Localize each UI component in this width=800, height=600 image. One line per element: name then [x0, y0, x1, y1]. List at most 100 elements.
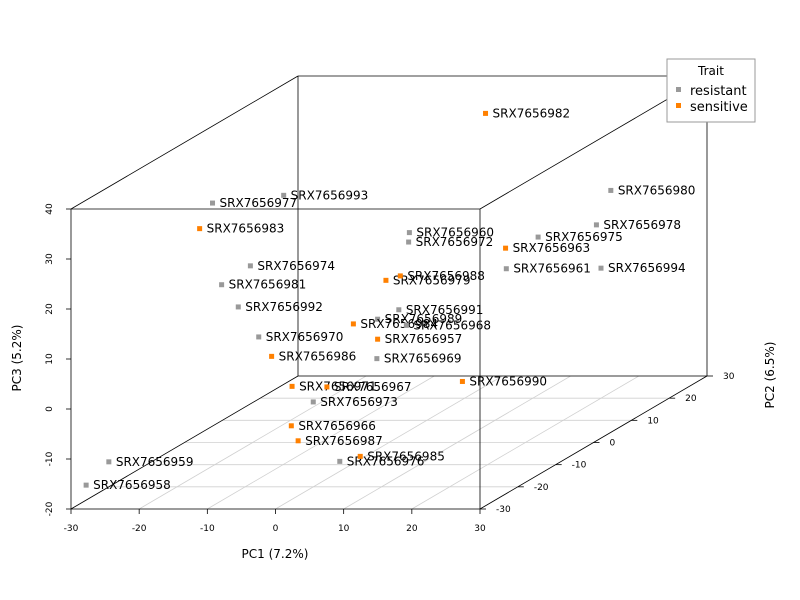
point-label: SRX7656978 [603, 218, 681, 232]
data-point-resistant [403, 322, 409, 328]
legend: Trait resistant sensitive [666, 58, 756, 123]
y-tick-label: 10 [647, 416, 659, 426]
data-point-resistant [503, 266, 509, 272]
data-point-sensitive [375, 336, 381, 342]
z-tick-label: -10 [45, 451, 55, 466]
data-point-resistant [247, 263, 253, 269]
point-label: SRX7656976 [347, 454, 425, 468]
data-point-resistant [608, 187, 614, 193]
data-point-resistant [256, 334, 262, 340]
point-label: SRX7656990 [469, 374, 547, 388]
data-point-sensitive [483, 110, 489, 116]
z-tick-label: 0 [45, 406, 55, 412]
data-point-resistant [310, 399, 316, 405]
point-label: SRX7656975 [545, 230, 623, 244]
point-label: SRX7656970 [266, 330, 344, 344]
data-point-sensitive [289, 383, 295, 389]
z-tick-label: 10 [45, 353, 55, 365]
point-label: SRX7656993 [291, 188, 369, 202]
x-tick-label: 20 [406, 524, 418, 534]
point-label: SRX7656994 [608, 261, 686, 275]
point-label: SRX7656983 [207, 222, 285, 236]
point-label: SRX7656981 [229, 278, 307, 292]
data-point-resistant [106, 459, 112, 465]
data-point-sensitive [459, 378, 465, 384]
box-edge [70, 75, 299, 210]
point-label: SRX7656958 [93, 478, 171, 492]
data-point-sensitive [324, 384, 330, 390]
data-point-resistant [210, 200, 216, 206]
point-label: SRX7656977 [220, 196, 298, 210]
point-label: SRX7656966 [298, 419, 376, 433]
point-label: SRX7656974 [257, 259, 335, 273]
z-tick-label: 40 [45, 203, 55, 215]
y-tick-label: -30 [496, 505, 511, 515]
point-label: SRX7656960 [416, 226, 494, 240]
legend-title: Trait [697, 64, 724, 78]
point-label: SRX7656980 [618, 183, 696, 197]
data-point-resistant [598, 265, 604, 271]
data-point-sensitive [383, 277, 389, 283]
point-label: SRX7656972 [416, 235, 494, 249]
data-point-sensitive [295, 438, 301, 444]
x-tick-label: 0 [273, 524, 279, 534]
y-tick-label: -20 [534, 483, 549, 493]
data-point-resistant [375, 316, 381, 322]
z-axis-title: PC3 (5.2%) [10, 325, 24, 392]
point-label: SRX7656971 [299, 379, 377, 393]
data-point-resistant [235, 304, 241, 310]
point-label: SRX7656986 [279, 349, 357, 363]
axis-ticks: -30 -20 -10 0 10 20 30 -20 -10 0 10 20 30 40 -30 -20 -10… [45, 203, 735, 534]
point-label: SRX7656989 [385, 312, 463, 326]
y-tick-label: 0 [610, 439, 616, 449]
data-point-resistant [593, 222, 599, 228]
data-point-sensitive [397, 273, 403, 279]
y-tick-label: 30 [723, 372, 735, 382]
point-label: SRX7656985 [367, 449, 445, 463]
box-edge [70, 375, 299, 510]
legend-marker-resistant [676, 87, 681, 92]
data-point-resistant [281, 192, 287, 198]
point-label: SRX7656969 [384, 352, 462, 366]
point-label: SRX7656968 [413, 318, 491, 332]
data-point-sensitive [357, 453, 363, 459]
point-label: SRX7656984 [360, 317, 438, 331]
point-label: SRX7656982 [493, 106, 571, 120]
point-label: SRX7656992 [245, 300, 323, 314]
data-point-resistant [406, 239, 412, 245]
data-point-resistant [83, 482, 89, 488]
data-point-resistant [396, 307, 402, 313]
data-point-sensitive [269, 353, 275, 359]
point-label: SRX7656991 [406, 303, 484, 317]
legend-label-sensitive: sensitive [690, 100, 748, 115]
point-label: SRX7656973 [320, 395, 398, 409]
point-label: SRX7656987 [305, 434, 383, 448]
y-tick-label: 20 [685, 394, 697, 404]
x-tick-label: -30 [64, 524, 79, 534]
legend-box [666, 58, 756, 123]
point-label: SRX7656979 [393, 273, 471, 287]
z-tick-label: 30 [45, 253, 55, 265]
data-points: SRX7656982 SRX7656980 SRX7656978 SRX7656994… [83, 106, 696, 492]
y-tick-label: -10 [572, 461, 587, 471]
point-label: SRX7656963 [513, 241, 591, 255]
legend-label-resistant: resistant [690, 84, 747, 99]
data-point-resistant [337, 458, 343, 464]
data-point-sensitive [350, 321, 356, 327]
legend-marker-sensitive [676, 103, 681, 108]
point-label: SRX7656959 [116, 455, 194, 469]
x-tick-label: 10 [338, 524, 350, 534]
data-point-resistant [374, 356, 380, 362]
x-tick-label: -20 [132, 524, 147, 534]
data-point-resistant [219, 282, 225, 288]
point-label: SRX7656957 [385, 332, 463, 346]
z-tick-label: 20 [45, 303, 55, 315]
point-label: SRX7656961 [513, 262, 591, 276]
x-axis-title: PC1 (7.2%) [242, 547, 309, 561]
data-point-resistant [406, 230, 412, 236]
point-label: SRX7656988 [407, 269, 485, 283]
y-axis-title: PC2 (6.5%) [763, 342, 777, 409]
x-tick-label: 30 [474, 524, 486, 534]
point-label: SRX7656967 [334, 380, 412, 394]
